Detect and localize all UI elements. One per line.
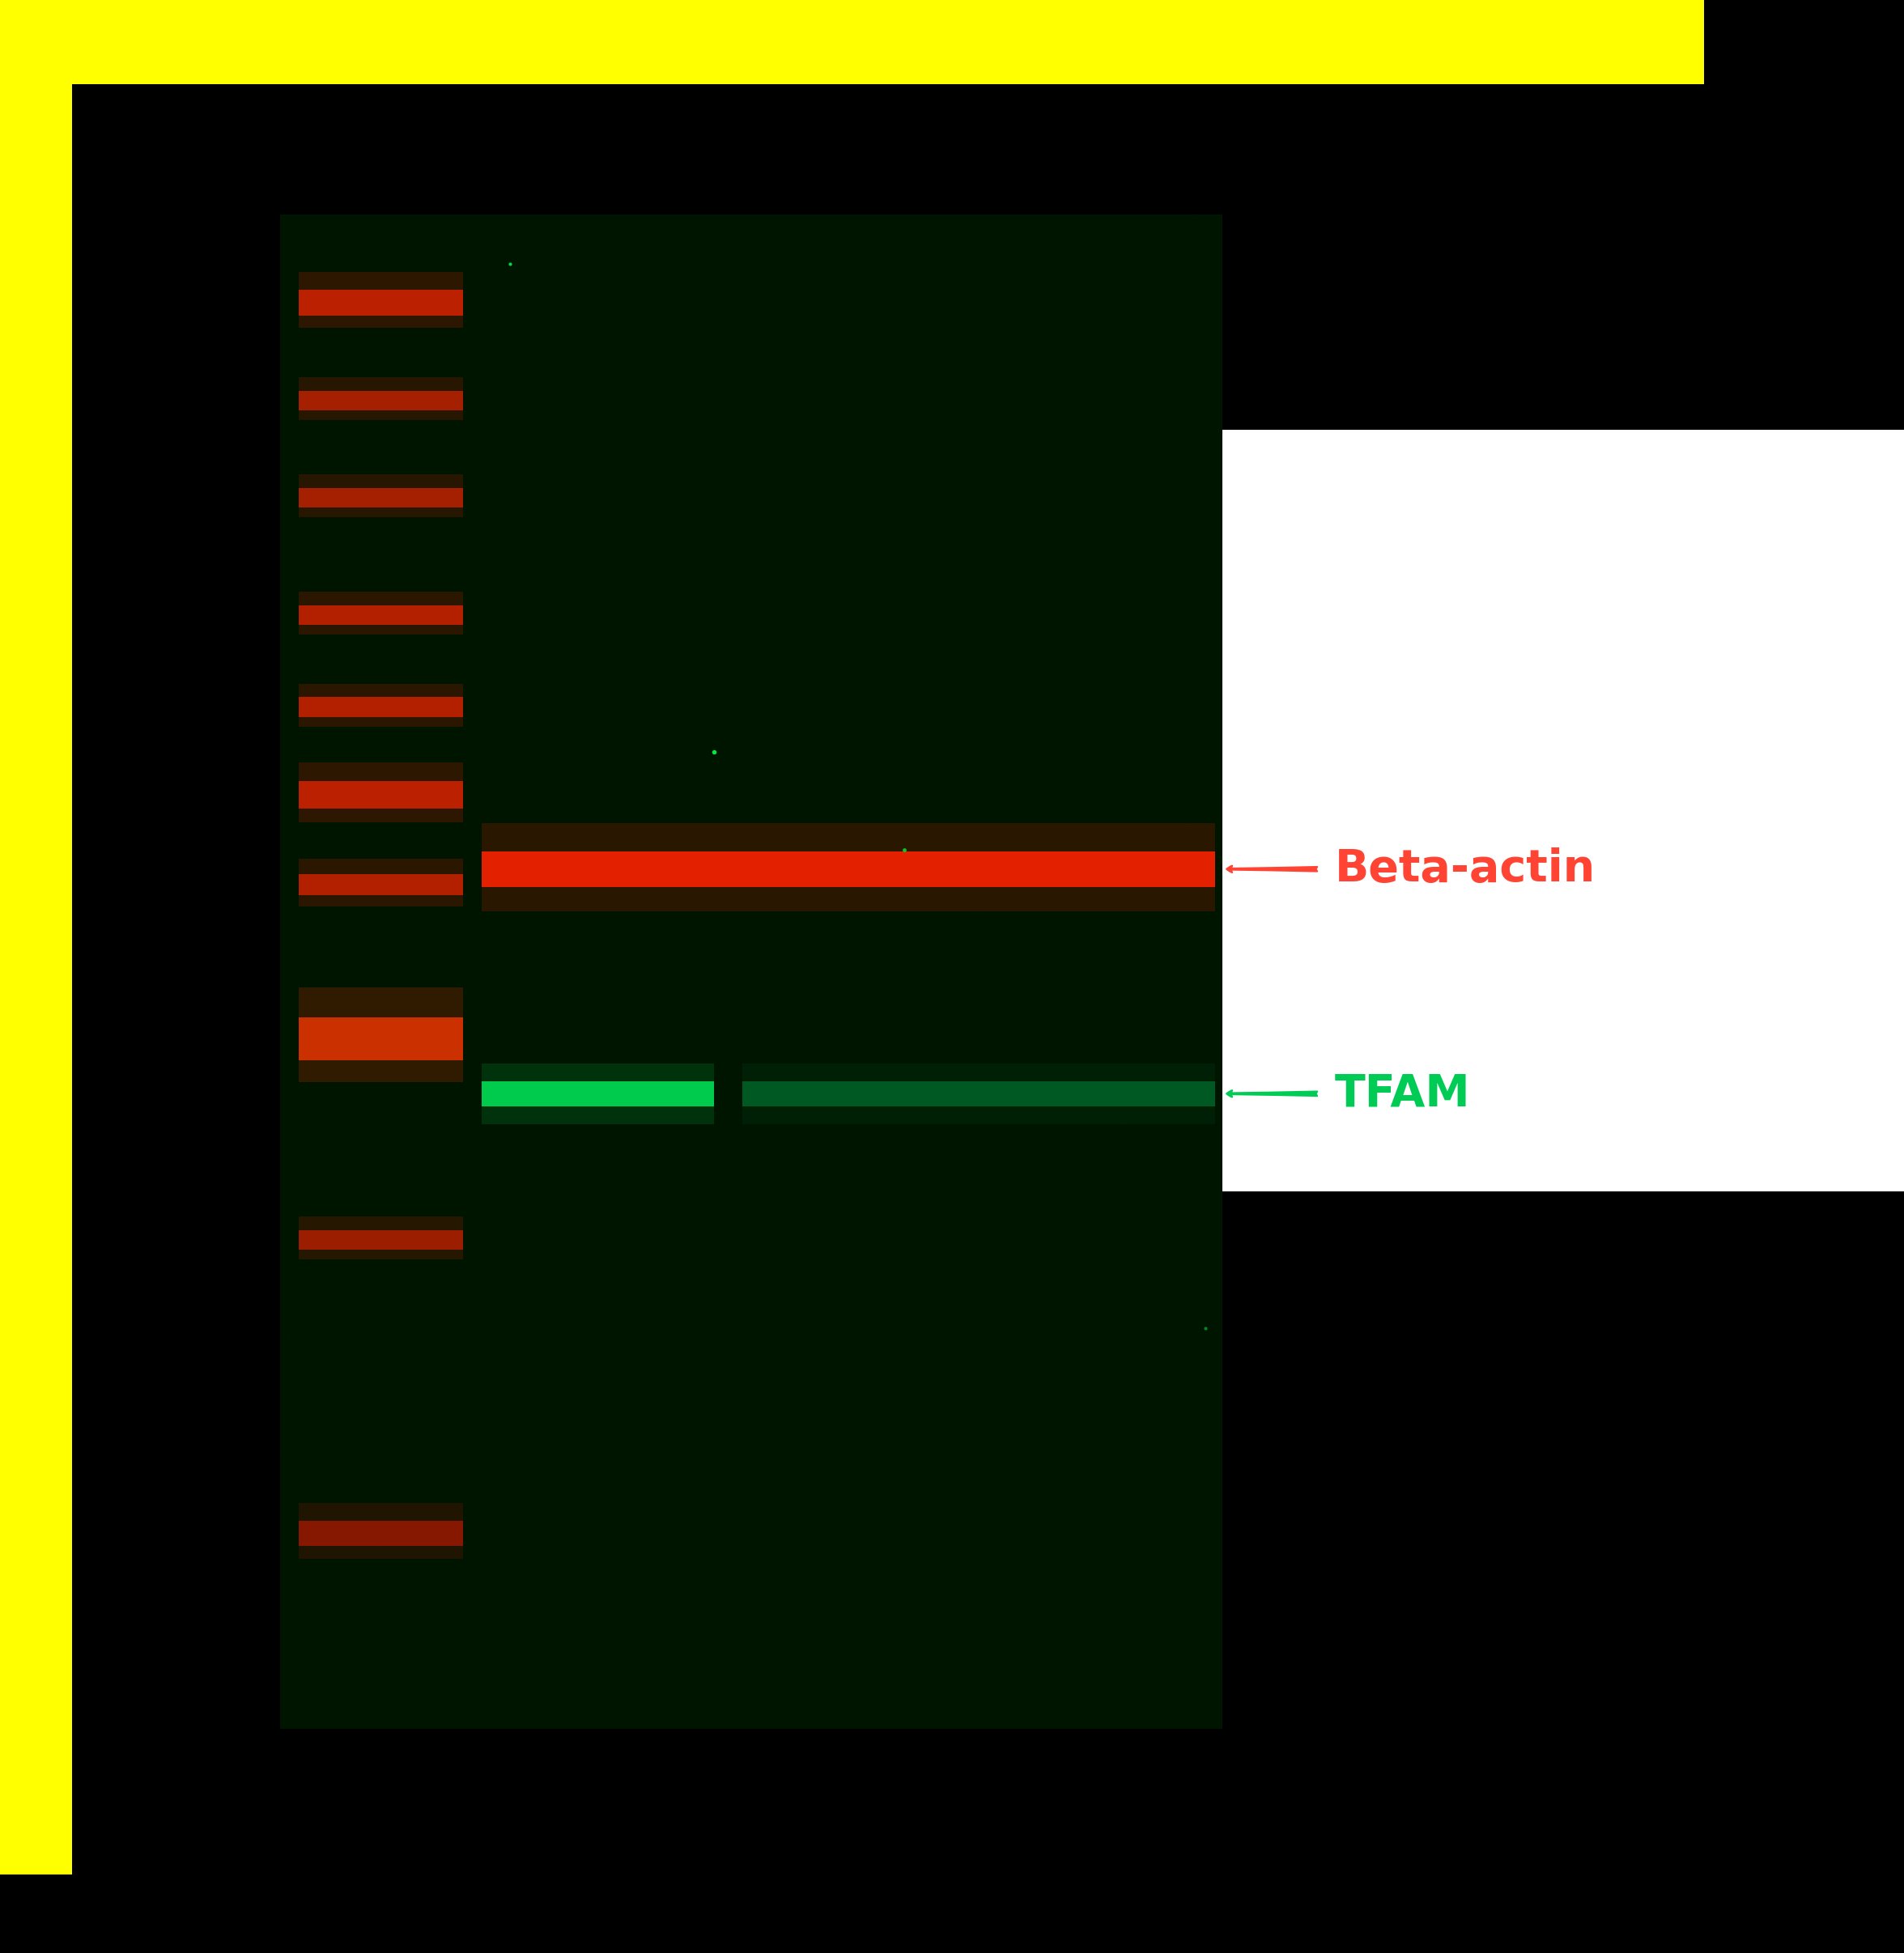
- Bar: [743, 1062, 1215, 1125]
- Bar: [1209, 430, 1904, 1191]
- Bar: [0, 84, 72, 1875]
- Bar: [299, 684, 463, 727]
- Bar: [743, 1082, 1215, 1105]
- Bar: [299, 475, 463, 518]
- Bar: [482, 824, 1215, 912]
- Bar: [299, 1217, 463, 1260]
- Bar: [299, 1018, 463, 1060]
- Bar: [299, 988, 463, 1082]
- Bar: [299, 488, 463, 508]
- Bar: [299, 1230, 463, 1250]
- Bar: [299, 605, 463, 625]
- Bar: [299, 781, 463, 809]
- Bar: [299, 592, 463, 635]
- Bar: [299, 697, 463, 717]
- Bar: [299, 291, 463, 314]
- Bar: [280, 215, 1222, 1728]
- Bar: [482, 1082, 714, 1105]
- Text: Beta-actin: Beta-actin: [1335, 848, 1596, 891]
- Bar: [0, 0, 1704, 84]
- Text: TFAM: TFAM: [1335, 1072, 1470, 1115]
- Bar: [299, 859, 463, 906]
- Bar: [299, 762, 463, 822]
- Bar: [482, 1062, 714, 1125]
- Bar: [299, 271, 463, 328]
- Bar: [299, 377, 463, 420]
- Bar: [299, 873, 463, 894]
- Bar: [299, 391, 463, 410]
- Bar: [299, 1519, 463, 1547]
- Bar: [482, 852, 1215, 887]
- Bar: [299, 1502, 463, 1558]
